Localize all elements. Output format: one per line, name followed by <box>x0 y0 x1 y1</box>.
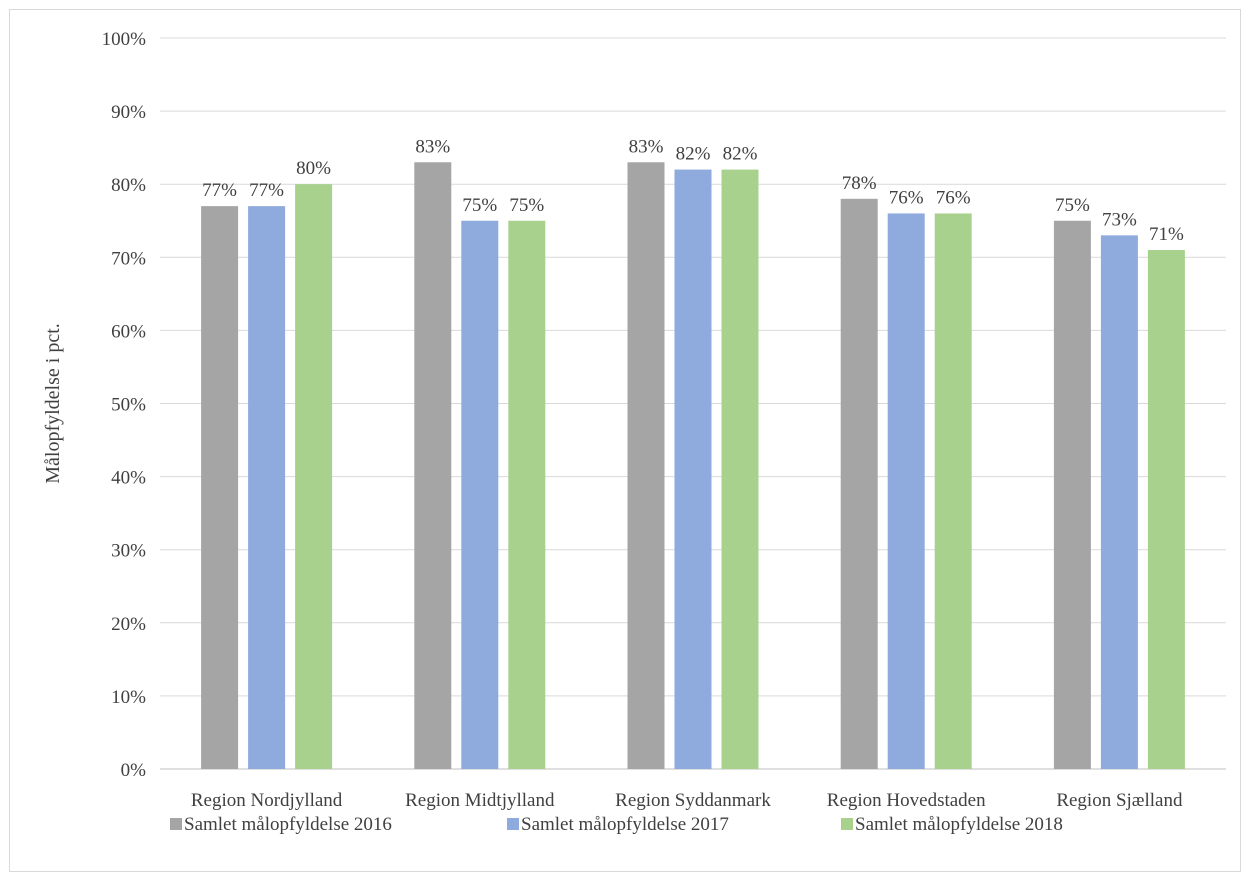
bar <box>201 206 239 769</box>
category-label: Region Syddanmark <box>615 790 771 811</box>
bar <box>1147 249 1185 770</box>
y-tick-label: 0% <box>121 760 147 781</box>
bar <box>674 169 712 769</box>
data-labels: 77% 77% 80% 83% 75% 75% 83% 82% 82% 78% 76% 76% 75% 7… <box>202 136 1184 245</box>
data-label: 71% <box>1149 224 1184 245</box>
data-label: 76% <box>936 187 971 208</box>
data-label: 75% <box>509 195 544 216</box>
bar <box>461 220 499 769</box>
data-label: 76% <box>889 187 924 208</box>
x-axis-categories: Region Nordjylland Region Midtjylland Regi… <box>191 790 1183 811</box>
data-label: 83% <box>629 136 664 157</box>
y-tick-label: 30% <box>111 541 146 562</box>
legend-swatch <box>841 818 853 830</box>
legend: Samlet målopfyldelse 2016 Samlet målopfyl… <box>170 814 1063 835</box>
data-label: 83% <box>415 136 450 157</box>
data-label: 75% <box>462 195 497 216</box>
y-tick-label: 100% <box>102 29 147 50</box>
y-axis-ticks: 0% 10% 20% 30% 40% 50% 60% 70% 80% 90% 100% <box>102 29 147 781</box>
bars <box>201 162 1185 770</box>
data-label: 75% <box>1055 195 1090 216</box>
category-label: Region Sjælland <box>1056 790 1183 811</box>
legend-swatch <box>170 818 182 830</box>
legend-label: Samlet målopfyldelse 2016 <box>184 814 392 835</box>
bar <box>627 162 665 769</box>
bar <box>1100 235 1138 769</box>
y-tick-label: 10% <box>111 687 146 708</box>
y-tick-label: 20% <box>111 614 146 635</box>
bar <box>508 220 546 769</box>
legend-swatch <box>507 818 519 830</box>
data-label: 77% <box>202 180 237 201</box>
y-tick-label: 70% <box>111 248 146 269</box>
data-label: 73% <box>1102 209 1137 230</box>
legend-label: Samlet målopfyldelse 2018 <box>855 814 1063 835</box>
data-label: 80% <box>296 158 331 179</box>
bar <box>414 162 452 769</box>
legend-item: Samlet målopfyldelse 2018 <box>841 814 1063 835</box>
bar <box>887 213 925 769</box>
bar <box>840 198 878 769</box>
data-label: 78% <box>842 173 877 194</box>
data-label: 82% <box>723 144 758 165</box>
data-label: 77% <box>249 180 284 201</box>
category-label: Region Midtjylland <box>405 790 555 811</box>
bar <box>1053 220 1091 769</box>
y-tick-label: 80% <box>111 175 146 196</box>
legend-item: Samlet målopfyldelse 2016 <box>170 814 392 835</box>
y-tick-label: 50% <box>111 395 146 416</box>
legend-item: Samlet målopfyldelse 2017 <box>507 814 729 835</box>
y-tick-label: 60% <box>111 321 146 342</box>
chart-frame: 0% 10% 20% 30% 40% 50% 60% 70% 80% 90% 100% 77% 77%… <box>9 9 1241 872</box>
bar <box>295 184 333 769</box>
legend-label: Samlet målopfyldelse 2017 <box>521 814 729 835</box>
y-axis-title: Målopfyldelse i pct. <box>42 323 64 484</box>
data-label: 82% <box>676 144 711 165</box>
bar <box>248 206 286 769</box>
y-tick-label: 40% <box>111 468 146 489</box>
bar-chart: 0%10%20%30%40%50%60%70%80%90%100% 77% 77%… <box>42 29 1226 835</box>
category-label: Region Nordjylland <box>191 790 343 811</box>
bar <box>934 213 972 769</box>
bar <box>721 169 759 769</box>
category-label: Region Hovedstaden <box>827 790 986 811</box>
y-tick-label: 90% <box>111 102 146 123</box>
